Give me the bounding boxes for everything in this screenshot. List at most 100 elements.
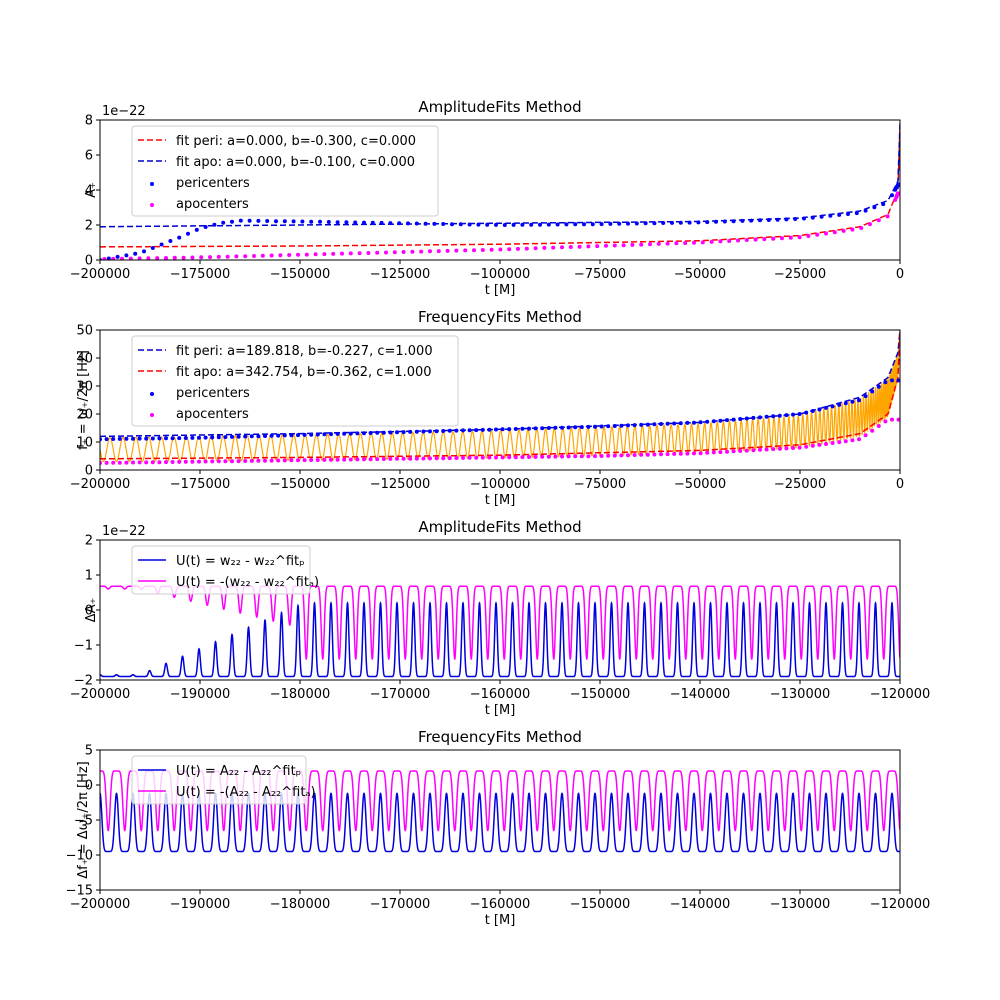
- data-point: [289, 458, 294, 463]
- data-point: [274, 219, 278, 224]
- data-point: [454, 248, 459, 253]
- data-point: [674, 241, 679, 246]
- data-point: [157, 436, 162, 441]
- legend-label: U(t) = A₂₂ - A₂₂^fitₚ: [176, 764, 301, 779]
- data-point: [837, 212, 842, 217]
- data-point: [830, 441, 835, 445]
- data-point: [824, 442, 828, 446]
- data-point: [758, 218, 762, 223]
- data-point: [104, 437, 109, 442]
- data-point: [450, 222, 454, 227]
- data-point: [533, 426, 538, 431]
- data-point: [751, 448, 756, 453]
- data-point: [527, 426, 531, 431]
- data-point: [560, 425, 564, 430]
- data-point: [727, 239, 732, 243]
- data-point: [520, 222, 525, 227]
- data-point: [117, 460, 122, 465]
- data-point: [203, 435, 208, 440]
- data-point: [124, 460, 129, 465]
- data-point: [296, 433, 300, 438]
- data-point: [797, 445, 802, 450]
- data-point: [348, 251, 353, 256]
- data-point: [447, 456, 452, 461]
- data-point: [546, 222, 551, 227]
- data-point: [461, 455, 465, 460]
- data-point: [282, 219, 287, 224]
- data-point: [604, 243, 608, 248]
- series-line-1: [100, 792, 900, 853]
- data-point: [278, 253, 283, 258]
- data-point: [797, 235, 802, 240]
- y-tick-label: 0: [85, 464, 93, 479]
- data-point: [815, 232, 820, 237]
- data-point: [863, 208, 868, 213]
- x-tick-label: −120000: [870, 687, 931, 702]
- data-point: [331, 251, 336, 256]
- data-point: [502, 223, 507, 227]
- chart-title: AmplitudeFits Method: [418, 98, 581, 116]
- data-point: [269, 433, 274, 438]
- data-point: [830, 404, 835, 409]
- data-point: [863, 394, 868, 399]
- y-tick-label: 8: [85, 114, 93, 129]
- data-point: [687, 220, 692, 225]
- data-point: [817, 407, 822, 412]
- data-point: [672, 451, 677, 456]
- data-point: [738, 417, 743, 421]
- data-point: [744, 448, 749, 453]
- data-point: [810, 409, 815, 413]
- data-point: [771, 236, 776, 241]
- data-point: [736, 238, 740, 243]
- x-tick-label: −180000: [270, 687, 331, 702]
- data-point: [744, 416, 749, 421]
- data-point: [494, 222, 498, 227]
- legend-marker: [150, 392, 154, 396]
- data-point: [362, 431, 366, 436]
- data-point: [758, 447, 762, 452]
- data-point: [758, 415, 762, 420]
- data-point: [665, 241, 670, 246]
- data-point: [111, 460, 116, 465]
- data-point: [230, 434, 234, 439]
- data-point: [722, 219, 727, 224]
- y-tick-label: 10: [76, 436, 93, 451]
- y-axis-label: f₊ = ω₊/2π [Hz]: [76, 350, 91, 450]
- data-point: [144, 436, 149, 441]
- x-tick-label: −150000: [570, 687, 631, 702]
- data-point: [555, 222, 560, 227]
- data-point: [434, 456, 439, 461]
- data-point: [230, 219, 234, 224]
- data-point: [619, 453, 624, 458]
- data-point: [659, 422, 663, 426]
- data-point: [329, 432, 333, 437]
- data-point: [177, 459, 182, 464]
- data-point: [421, 429, 426, 434]
- data-point: [718, 450, 723, 455]
- data-point: [467, 428, 472, 433]
- data-point: [612, 453, 617, 458]
- data-point: [335, 457, 340, 462]
- data-point: [810, 443, 815, 448]
- data-point: [342, 457, 347, 462]
- data-point: [612, 243, 617, 248]
- data-point: [137, 460, 142, 465]
- data-point: [564, 222, 569, 227]
- data-point: [216, 459, 221, 464]
- data-point: [276, 433, 281, 438]
- data-point: [406, 221, 410, 226]
- legend-label: fit peri: a=189.818, b=-0.227, c=1.000: [176, 344, 433, 359]
- data-point: [579, 454, 584, 459]
- data-point: [804, 444, 809, 449]
- data-point: [626, 423, 630, 428]
- data-point: [533, 246, 538, 251]
- data-point: [529, 222, 534, 227]
- data-point: [784, 413, 789, 418]
- data-point: [843, 401, 848, 406]
- data-point: [872, 205, 877, 210]
- data-point: [370, 220, 375, 225]
- data-point: [115, 254, 120, 259]
- data-point: [524, 246, 529, 251]
- data-point: [190, 459, 195, 464]
- data-point: [797, 412, 802, 416]
